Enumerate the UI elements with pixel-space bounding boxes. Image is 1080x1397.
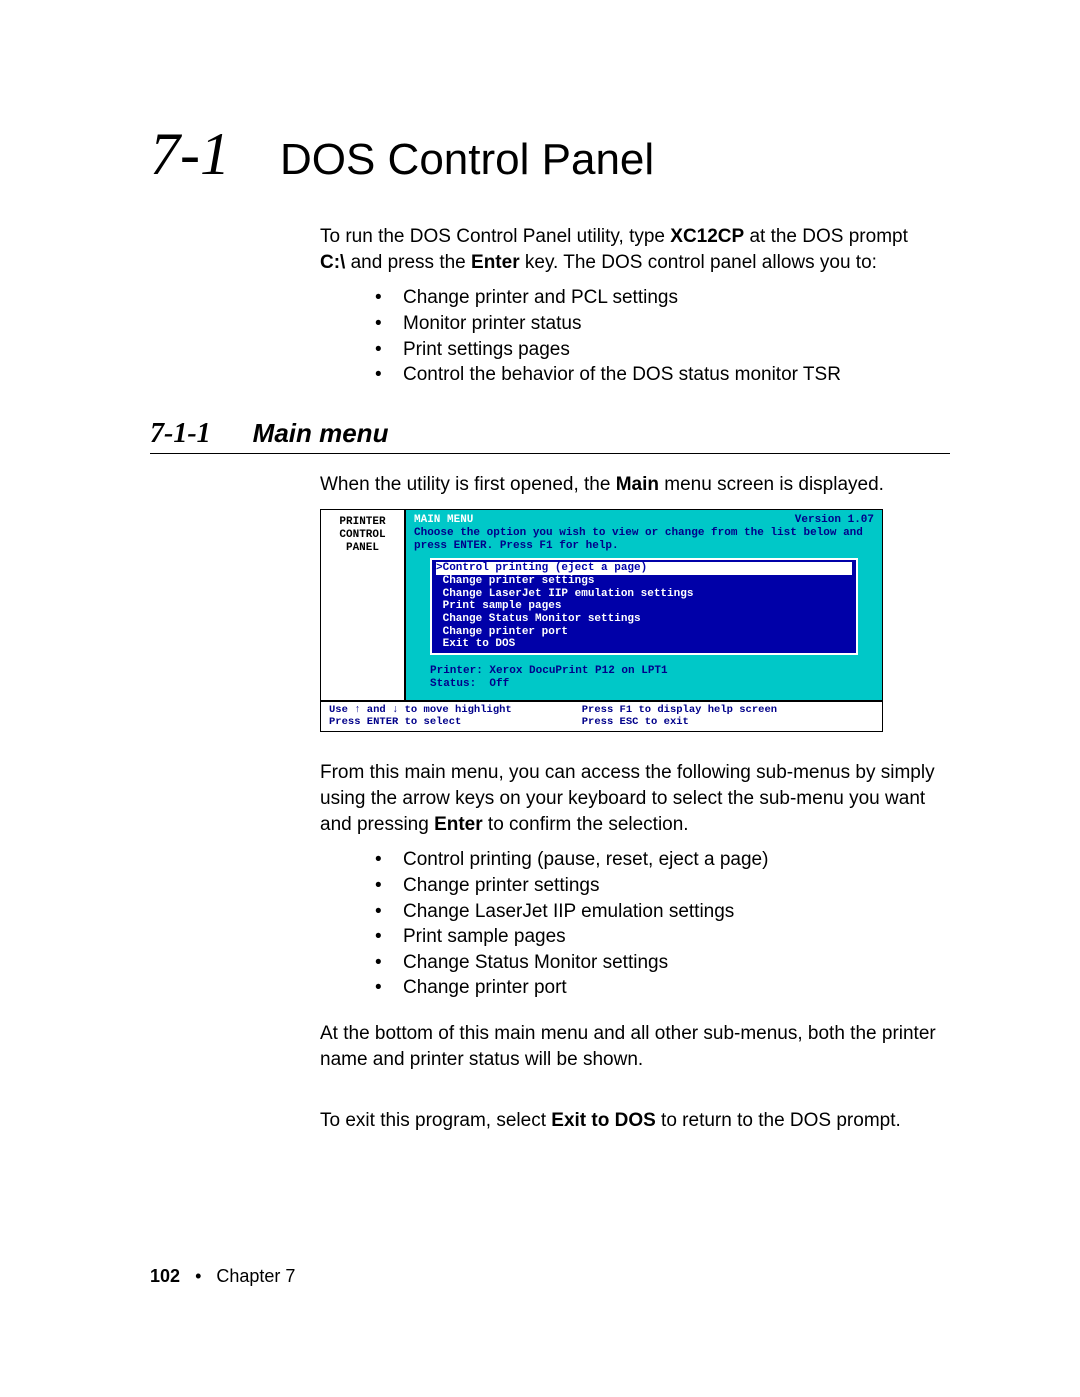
main-menu-intro: When the utility is first opened, the Ma… <box>320 472 950 498</box>
text: To run the DOS Control Panel utility, ty… <box>320 226 670 247</box>
page-number: 102 <box>150 1266 180 1286</box>
list-item: Print settings pages <box>320 337 950 363</box>
section-title: DOS Control Panel <box>280 135 654 185</box>
dos-menu-title: MAIN MENU <box>414 514 473 527</box>
dos-menu-box: >Control printing (eject a page) Change … <box>430 558 858 654</box>
list-item: Monitor printer status <box>320 311 950 337</box>
dos-menu-item[interactable]: Change printer port <box>436 626 852 639</box>
dos-menu-item[interactable]: Change LaserJet IIP emulation settings <box>436 588 852 601</box>
text: PANEL <box>325 542 400 555</box>
dos-menu-item[interactable]: Print sample pages <box>436 600 852 613</box>
dos-menu-item[interactable]: Exit to DOS <box>436 638 852 651</box>
text: PRINTER <box>325 516 400 529</box>
dos-side-label: PRINTER CONTROL PANEL <box>321 510 406 700</box>
dos-menu-item[interactable]: Change printer settings <box>436 575 852 588</box>
status-note: At the bottom of this main menu and all … <box>320 1021 950 1072</box>
sub-title: Main menu <box>253 418 389 449</box>
page-footer: 102 • Chapter 7 <box>150 1266 295 1287</box>
text: and press the <box>345 252 471 273</box>
section-heading: 7-1 DOS Control Panel <box>150 120 950 189</box>
footer-sep: • <box>195 1266 201 1286</box>
submenu-list: Control printing (pause, reset, eject a … <box>320 847 950 1001</box>
key-text: Enter <box>434 814 483 835</box>
text: CONTROL <box>325 529 400 542</box>
list-item: Change printer settings <box>320 873 950 899</box>
text: to return to the DOS prompt. <box>656 1110 901 1131</box>
text: to confirm the selection. <box>483 814 689 835</box>
dos-status: Printer: Xerox DocuPrint P12 on LPT1 Sta… <box>430 665 874 690</box>
chapter-label: Chapter 7 <box>216 1266 295 1286</box>
dos-version: Version 1.07 <box>795 514 874 527</box>
text: menu screen is displayed. <box>659 474 884 495</box>
text: at the DOS prompt <box>744 226 908 247</box>
list-item: Control printing (pause, reset, eject a … <box>320 847 950 873</box>
dos-printer-line: Printer: Xerox DocuPrint P12 on LPT1 <box>430 665 874 678</box>
list-item: Change Status Monitor settings <box>320 950 950 976</box>
dos-footer-right: Press F1 to display help screen Press ES… <box>582 704 777 728</box>
sub-number: 7-1-1 <box>150 418 211 450</box>
text: key. The DOS control panel allows you to… <box>520 252 877 273</box>
menu-name: Main <box>616 474 659 495</box>
text: When the utility is first opened, the <box>320 474 616 495</box>
submenu-description: From this main menu, you can access the … <box>320 760 950 1133</box>
text: To exit this program, select <box>320 1110 551 1131</box>
list-item: Change printer and PCL settings <box>320 285 950 311</box>
dos-footer: Use ↑ and ↓ to move highlight Press ENTE… <box>321 700 882 731</box>
intro-paragraph: To run the DOS Control Panel utility, ty… <box>320 224 950 388</box>
command-text: XC12CP <box>670 226 744 247</box>
list-item: Change printer port <box>320 975 950 1001</box>
dos-instructions: Choose the option you wish to view or ch… <box>414 527 874 552</box>
capability-list: Change printer and PCL settings Monitor … <box>320 285 950 388</box>
section-number: 7-1 <box>150 120 230 189</box>
list-item: Control the behavior of the DOS status m… <box>320 362 950 388</box>
dos-screenshot: PRINTER CONTROL PANEL MAIN MENU Version … <box>320 509 883 732</box>
list-item: Print sample pages <box>320 924 950 950</box>
dos-menu-item-selected[interactable]: >Control printing (eject a page) <box>436 562 852 575</box>
dos-menu-item[interactable]: Change Status Monitor settings <box>436 613 852 626</box>
exit-text: Exit to DOS <box>551 1110 656 1131</box>
list-item: Change LaserJet IIP emulation settings <box>320 899 950 925</box>
prompt-text: C:\ <box>320 252 345 273</box>
key-text: Enter <box>471 252 520 273</box>
dos-footer-left: Use ↑ and ↓ to move highlight Press ENTE… <box>329 704 512 728</box>
dos-status-line: Status: Off <box>430 678 874 691</box>
sub-heading: 7-1-1 Main menu <box>150 418 950 454</box>
